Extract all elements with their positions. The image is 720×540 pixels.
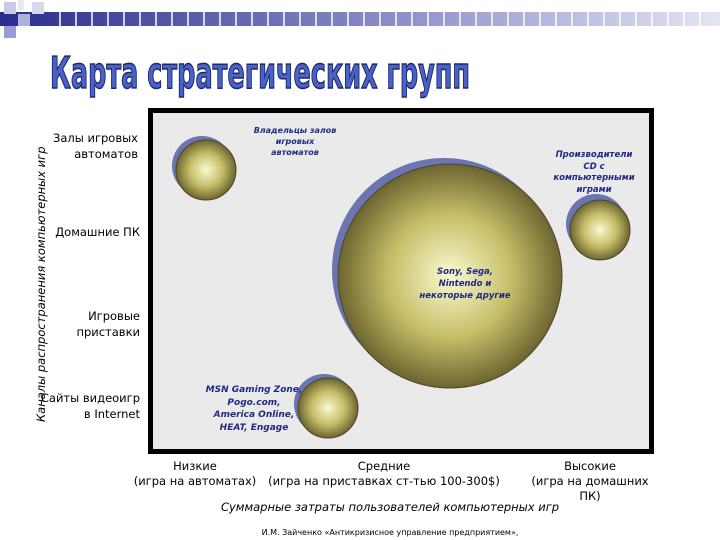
- group-label-console-makers: Sony, Sega, Nintendo и некоторые другие: [419, 267, 511, 301]
- group-label-game-websites: MSN Gaming Zone, Pogo.com, America Onlin…: [205, 385, 303, 433]
- row-label-consoles: Игровые приставки: [76, 309, 140, 339]
- group-label-arcade-owners: Владельцы залов игровых автоматов: [253, 126, 337, 157]
- slide-title-text: Карта стратегических групп: [50, 48, 470, 99]
- bubble-cd-producers: [566, 194, 631, 261]
- slide-title: Карта стратегических групп: [49, 47, 471, 100]
- x-axis-title: Суммарные затраты пользователей компьюте…: [220, 500, 560, 514]
- row-label-arcades: Залы игровых автоматов: [52, 131, 138, 161]
- x-label-medium: Средние (игра на приставках ст-тью 100-3…: [268, 459, 500, 488]
- x-label-high: Высокие (игра на домашних ПК): [531, 459, 649, 503]
- bubble-game-websites: [294, 374, 359, 439]
- group-label-cd-producers: Производители CD с компьютерными играми: [553, 150, 635, 195]
- top-decor-bar: [0, 0, 720, 38]
- row-label-websites: Сайты видеоигр в Internet: [40, 391, 140, 421]
- row-label-home-pc: Домашние ПК: [55, 225, 140, 239]
- x-label-low: Низкие (игра на автоматах): [133, 459, 257, 488]
- footer-citation: И.М. Зайченко «Антикризисное управление …: [261, 528, 519, 537]
- bubble-arcade-owners: [172, 136, 237, 201]
- bubble-console-makers: [332, 158, 563, 389]
